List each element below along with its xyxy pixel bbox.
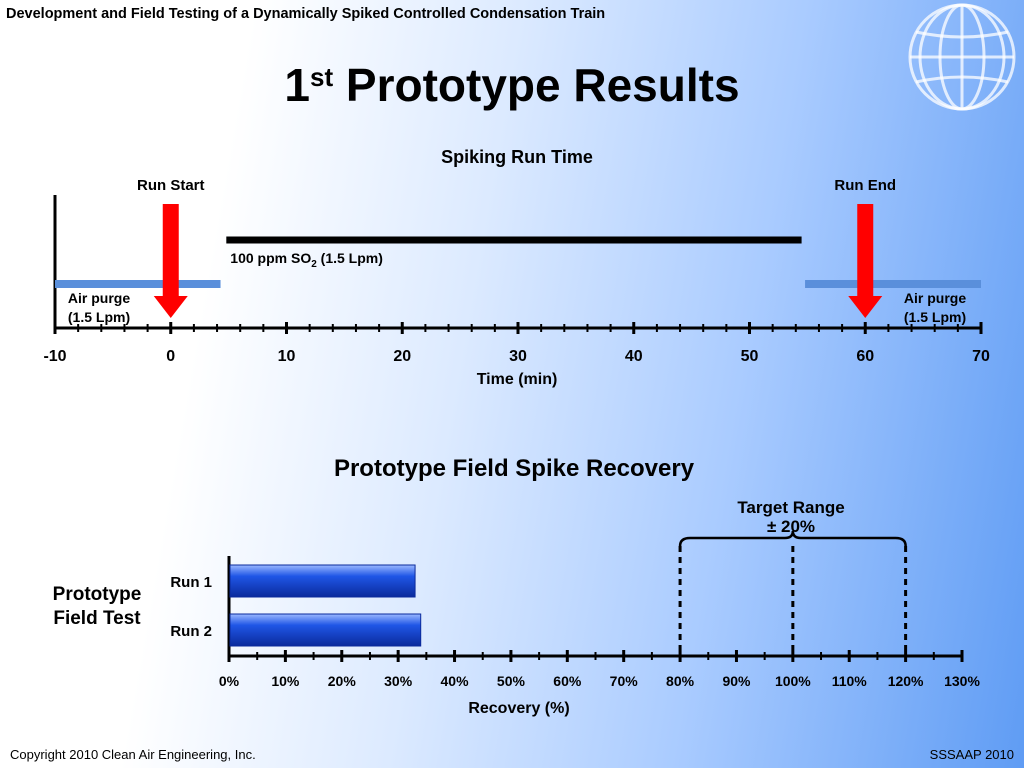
group-label-line2: Field Test [53,608,141,629]
recovery-x-axis-label: Recovery (%) [468,700,569,717]
target-range-brace [678,530,907,547]
title-ordinal: st [310,62,334,92]
air-purge-label: Air purge [68,290,130,306]
air-purge-flow-label: (1.5 Lpm) [68,309,130,325]
recovery-tick-label: 10% [271,673,300,689]
recovery-tick-label: 60% [553,673,582,689]
recovery-bar [229,613,422,647]
presentation-header: Development and Field Testing of a Dynam… [6,6,606,22]
recovery-tick-label: 100% [775,673,811,689]
timeline-tick-label: 50 [741,348,759,365]
recovery-tick-label: 50% [497,673,526,689]
timeline-tick-label: 20 [393,348,411,365]
recovery-tick-label: 120% [888,673,924,689]
timeline-tick-label: 60 [856,348,874,365]
timeline-tick-label: 70 [972,348,990,365]
title-number: 1 [284,59,311,111]
recovery-bar [229,564,416,598]
run-category-label: Run 2 [170,623,212,640]
recovery-tick-label: 90% [722,673,751,689]
timeline-x-axis-label: Time (min) [477,371,558,388]
spiking-run-time-chart: Spiking Run Time -10 0 10 20 30 40 50 60 70 Air … [43,147,990,388]
timeline-tick-label: -10 [43,348,66,365]
recovery-tick-label: 130% [944,673,980,689]
run-end-label: Run End [834,177,896,194]
recovery-tick-label: 30% [384,673,413,689]
air-purge-flow-label: (1.5 Lpm) [904,309,966,325]
timeline-tick-label: 0 [166,348,175,365]
red-arrow-icon [848,204,883,318]
timeline-tick-label: 30 [509,348,527,365]
title-text: Prototype Results [333,59,740,111]
recovery-tick-label: 80% [666,673,695,689]
timeline-title: Spiking Run Time [441,147,593,167]
globe-logo-icon [908,3,1016,111]
slide-title: 1st Prototype Results [0,58,1024,112]
red-arrow-icon [153,204,188,318]
run-category-label: Run 1 [170,574,212,591]
conference-label: SSSAAP 2010 [929,747,1014,762]
run-start-label: Run Start [137,177,205,194]
recovery-tick-label: 40% [441,673,470,689]
recovery-tick-label: 0% [219,673,240,689]
timeline-tick-label: 10 [278,348,296,365]
recovery-tick-label: 70% [610,673,639,689]
target-range-label-line1: Target Range [737,498,844,517]
copyright-text: Copyright 2010 Clean Air Engineering, In… [10,747,256,762]
recovery-title: Prototype Field Spike Recovery [334,455,695,482]
target-range-label-line2: ± 20% [767,517,815,536]
recovery-tick-label: 20% [328,673,357,689]
recovery-tick-label: 110% [832,673,868,689]
air-purge-label: Air purge [904,290,966,306]
timeline-tick-label: 40 [625,348,643,365]
so2-segment-label: 100 ppm SO2 (1.5 Lpm) [230,250,383,270]
group-label-line1: Prototype [53,584,142,605]
